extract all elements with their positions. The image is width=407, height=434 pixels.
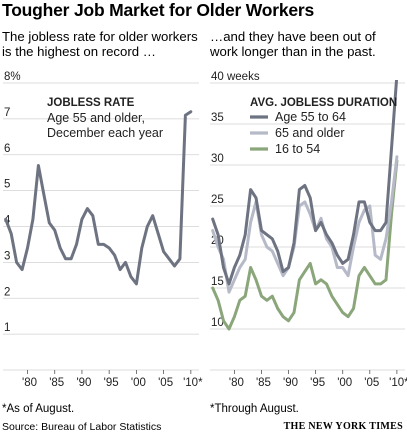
chart-note-line: December each year bbox=[47, 126, 163, 140]
x-tick-label: '80 bbox=[229, 377, 244, 389]
legend-label: Age 55 to 64 bbox=[275, 110, 346, 124]
y-tick-label: 30 bbox=[211, 153, 224, 165]
chart-title: AVG. JOBLESS DURATION bbox=[250, 97, 397, 109]
x-tick-label: '90 bbox=[76, 377, 91, 389]
x-tick-label: '80 bbox=[22, 377, 37, 389]
y-tick-label: 40 weeks bbox=[211, 71, 260, 83]
series-line bbox=[4, 110, 193, 286]
x-tick-label: '85 bbox=[256, 377, 271, 389]
right-subtitle-line2: work longer than in the past. bbox=[210, 44, 376, 59]
y-tick-label: 2 bbox=[4, 286, 10, 298]
source-note: Source: Bureau of Labor Statistics bbox=[2, 421, 162, 433]
y-tick-label: 10 bbox=[211, 317, 224, 329]
legend-label: 65 and older bbox=[275, 126, 345, 140]
left-subtitle: The jobless rate for older workers is th… bbox=[2, 29, 198, 59]
x-tick-label: '10* bbox=[389, 377, 407, 389]
x-tick-label: '00 bbox=[337, 377, 352, 389]
left-subtitle-line1: The jobless rate for older workers bbox=[2, 29, 198, 44]
x-tick-label: '95 bbox=[310, 377, 325, 389]
y-tick-label: 8% bbox=[4, 71, 21, 83]
y-tick-label: 7 bbox=[4, 107, 10, 119]
x-tick-label: '00 bbox=[131, 377, 146, 389]
right-subtitle-line1: …and they have been out of bbox=[210, 29, 376, 44]
y-tick-label: 5 bbox=[4, 179, 10, 191]
chart-note-line: Age 55 and older, bbox=[47, 111, 145, 125]
legend-label: 16 to 54 bbox=[275, 142, 320, 156]
x-tick-label: '85 bbox=[49, 377, 64, 389]
right-subtitle: …and they have been out of work longer t… bbox=[210, 29, 376, 59]
x-tick-label: '05 bbox=[364, 377, 379, 389]
left-subtitle-line2: is the highest on record … bbox=[2, 44, 156, 59]
x-tick-label: '90 bbox=[283, 377, 298, 389]
page-title: Tougher Job Market for Older Workers bbox=[2, 0, 315, 20]
x-tick-label: '10* bbox=[183, 377, 203, 389]
x-tick-label: '95 bbox=[104, 377, 119, 389]
x-tick-label: '05 bbox=[158, 377, 173, 389]
left-footnote: *As of August. bbox=[2, 403, 75, 415]
y-tick-label: 6 bbox=[4, 143, 10, 155]
series-line bbox=[211, 159, 399, 331]
right-footnote: *Through August. bbox=[210, 403, 299, 415]
y-tick-label: 25 bbox=[211, 194, 224, 206]
y-tick-label: 15 bbox=[211, 276, 224, 288]
credit-logo: THE NEW YORK TIMES bbox=[283, 421, 403, 432]
chart-title: JOBLESS RATE bbox=[47, 97, 135, 109]
series-line bbox=[211, 80, 399, 286]
y-tick-label: 35 bbox=[211, 112, 224, 124]
y-tick-label: 3 bbox=[4, 250, 10, 262]
y-tick-label: 1 bbox=[4, 322, 10, 334]
